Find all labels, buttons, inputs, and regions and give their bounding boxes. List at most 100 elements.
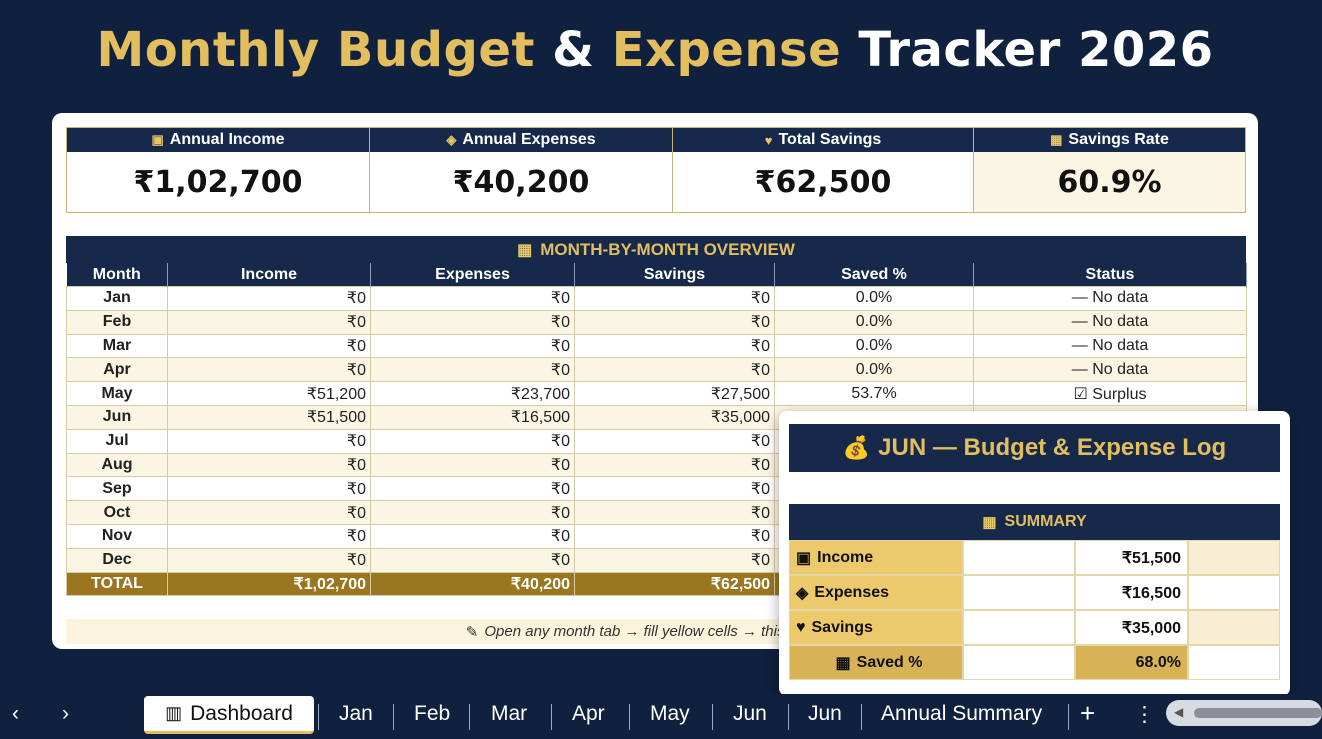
cell-income[interactable]: ₹0 xyxy=(167,523,371,549)
tail-cell[interactable] xyxy=(1188,540,1280,575)
tail-cell[interactable] xyxy=(1188,575,1280,610)
blank-cell[interactable] xyxy=(963,540,1075,575)
cell-income[interactable]: ₹0 xyxy=(167,309,371,335)
chevron-right-icon[interactable]: › xyxy=(62,702,69,725)
cell-income[interactable]: ₹0 xyxy=(167,476,371,502)
cell-income[interactable]: ₹0 xyxy=(167,452,371,478)
jun-log-card[interactable]: 💰 JUN — Budget & Expense Log ▦ SUMMARY ▣… xyxy=(779,411,1290,696)
cell-savings[interactable]: ₹0 xyxy=(574,333,775,359)
cell-month[interactable]: Dec xyxy=(66,547,168,573)
col-header[interactable]: Saved % xyxy=(774,263,974,287)
cell-income[interactable]: ₹51,200 xyxy=(167,381,371,406)
cell-month[interactable]: Jun xyxy=(66,404,168,430)
cell-expenses[interactable]: ₹0 xyxy=(370,428,575,454)
cell-savings[interactable]: ₹0 xyxy=(574,500,775,525)
cell-expenses[interactable]: ₹16,500 xyxy=(370,404,575,430)
cell-income[interactable]: ₹0 xyxy=(167,500,371,525)
cell-income[interactable]: ₹0 xyxy=(167,286,371,311)
cell-savings[interactable]: ₹0 xyxy=(574,286,775,311)
cell-savings[interactable]: ₹0 xyxy=(574,309,775,335)
cell-month[interactable]: May xyxy=(66,381,168,406)
total-cell[interactable]: ₹62,500 xyxy=(574,571,775,597)
cell-month[interactable]: Aug xyxy=(66,452,168,478)
cell-status[interactable]: — No data xyxy=(973,333,1247,359)
tab-apr[interactable]: Apr xyxy=(572,702,605,725)
cell-status[interactable]: ☑ Surplus xyxy=(973,381,1247,406)
cell-status[interactable]: — No data xyxy=(973,286,1247,311)
cell-expenses[interactable]: ₹0 xyxy=(370,333,575,359)
col-header[interactable]: Expenses xyxy=(370,263,575,287)
blank-cell[interactable] xyxy=(963,610,1075,645)
col-header[interactable]: Status xyxy=(973,263,1247,287)
tab-jun[interactable]: Jun xyxy=(733,702,767,725)
cell-savings[interactable]: ₹0 xyxy=(574,357,775,383)
cell-savings[interactable]: ₹0 xyxy=(574,428,775,454)
col-header[interactable]: Income xyxy=(167,263,371,287)
summary-value[interactable]: ₹16,500 xyxy=(1075,575,1188,610)
horizontal-scrollbar[interactable]: ◀ xyxy=(1166,700,1322,726)
cell-expenses[interactable]: ₹0 xyxy=(370,500,575,525)
col-header[interactable]: Savings xyxy=(574,263,775,287)
blank-cell[interactable] xyxy=(963,575,1075,610)
cell-income[interactable]: ₹51,500 xyxy=(167,404,371,430)
cell-income[interactable]: ₹0 xyxy=(167,428,371,454)
cell-month[interactable]: Sep xyxy=(66,476,168,502)
tab-dashboard[interactable]: ▥ Dashboard xyxy=(144,696,314,734)
cell-month[interactable]: Jan xyxy=(66,286,168,311)
cell-expenses[interactable]: ₹0 xyxy=(370,286,575,311)
cell-month[interactable]: Jul xyxy=(66,428,168,454)
cell-month[interactable]: Mar xyxy=(66,333,168,359)
cell-saved[interactable]: 0.0% xyxy=(774,286,974,311)
cell-expenses[interactable]: ₹23,700 xyxy=(370,381,575,406)
summary-value[interactable]: ₹35,000 xyxy=(1075,610,1188,645)
cell-savings[interactable]: ₹0 xyxy=(574,547,775,573)
tab-feb[interactable]: Feb xyxy=(414,702,451,725)
summary-value[interactable]: 68.0% xyxy=(1075,645,1188,680)
tab-annual-summary[interactable]: Annual Summary xyxy=(881,702,1043,725)
summary-value[interactable]: ₹51,500 xyxy=(1075,540,1188,575)
cell-savings[interactable]: ₹0 xyxy=(574,523,775,549)
total-cell[interactable]: TOTAL xyxy=(66,571,168,597)
cell-month[interactable]: Nov xyxy=(66,523,168,549)
cell-expenses[interactable]: ₹0 xyxy=(370,309,575,335)
cell-expenses[interactable]: ₹0 xyxy=(370,547,575,573)
cell-status[interactable]: — No data xyxy=(973,357,1247,383)
scroll-left-icon[interactable]: ◀ xyxy=(1174,705,1184,719)
cell-month[interactable]: Oct xyxy=(66,500,168,525)
tail-cell[interactable] xyxy=(1188,645,1280,680)
cell-savings[interactable]: ₹27,500 xyxy=(574,381,775,406)
col-header[interactable]: Month xyxy=(66,263,168,287)
more-options-icon[interactable]: ⋮ xyxy=(1134,703,1155,726)
cell-savings[interactable]: ₹0 xyxy=(574,452,775,478)
tab-may[interactable]: May xyxy=(650,702,690,725)
cell-expenses[interactable]: ₹0 xyxy=(370,357,575,383)
cell-saved[interactable]: 0.0% xyxy=(774,357,974,383)
cell-month[interactable]: Feb xyxy=(66,309,168,335)
cell-saved[interactable]: 0.0% xyxy=(774,333,974,359)
cell-saved[interactable]: 53.7% xyxy=(774,381,974,406)
cell-savings[interactable]: ₹35,000 xyxy=(574,404,775,430)
tab-jan[interactable]: Jan xyxy=(339,702,373,725)
kpi-total-savings[interactable]: ♥ Total Savings ₹62,500 xyxy=(672,127,974,213)
cell-income[interactable]: ₹0 xyxy=(167,357,371,383)
cell-saved[interactable]: 0.0% xyxy=(774,309,974,335)
kpi-savings-rate[interactable]: ▦ Savings Rate 60.9% xyxy=(973,127,1246,213)
cell-expenses[interactable]: ₹0 xyxy=(370,476,575,502)
cell-savings[interactable]: ₹0 xyxy=(574,476,775,502)
cell-month[interactable]: Apr xyxy=(66,357,168,383)
tab-mar[interactable]: Mar xyxy=(491,702,528,725)
cell-expenses[interactable]: ₹0 xyxy=(370,523,575,549)
chevron-left-icon[interactable]: ‹ xyxy=(12,702,19,725)
total-cell[interactable]: ₹40,200 xyxy=(370,571,575,597)
kpi-annual-income[interactable]: ▣ Annual Income ₹1,02,700 xyxy=(66,127,370,213)
blank-cell[interactable] xyxy=(963,645,1075,680)
kpi-annual-expenses[interactable]: ◈ Annual Expenses ₹40,200 xyxy=(369,127,673,213)
cell-income[interactable]: ₹0 xyxy=(167,547,371,573)
total-cell[interactable]: ₹1,02,700 xyxy=(167,571,371,597)
scroll-thumb[interactable] xyxy=(1194,708,1322,718)
tail-cell[interactable] xyxy=(1188,610,1280,645)
cell-income[interactable]: ₹0 xyxy=(167,333,371,359)
cell-expenses[interactable]: ₹0 xyxy=(370,452,575,478)
add-sheet-icon[interactable]: + xyxy=(1080,698,1096,728)
tab-jun-2[interactable]: Jun xyxy=(808,702,842,725)
